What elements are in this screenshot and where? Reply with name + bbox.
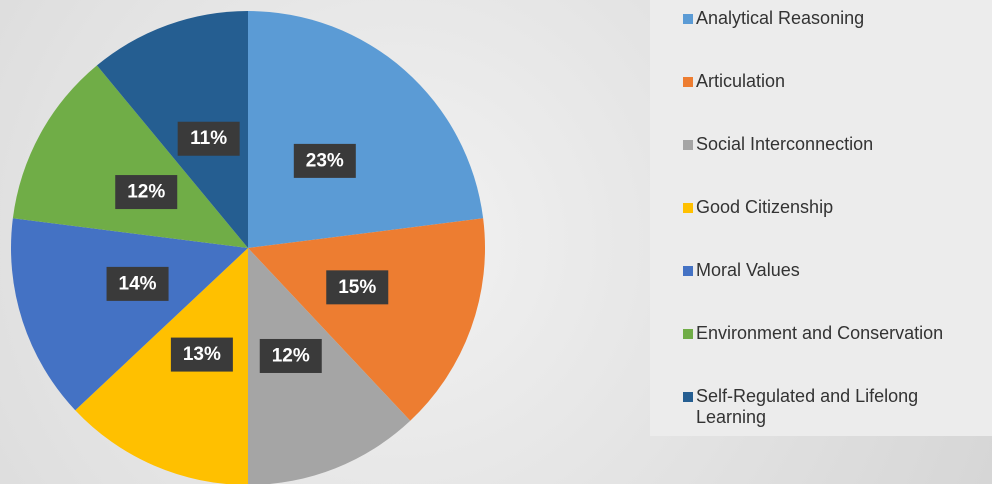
legend-label: Moral Values [696, 260, 800, 280]
data-label-box [177, 121, 240, 156]
pie-slice [248, 248, 411, 484]
legend-label: Analytical Reasoning [696, 8, 865, 28]
legend-swatch [683, 140, 693, 150]
legend-swatch [683, 77, 693, 87]
legend-item: Moral Values [683, 260, 983, 281]
legend-label: Self-Regulated and Lifelong Learning [696, 386, 919, 427]
data-label-box [326, 270, 389, 305]
legend-label: Social Interconnection [696, 134, 874, 154]
data-label-box [106, 266, 169, 301]
data-label: 12% [127, 182, 165, 203]
legend-swatch [683, 392, 693, 402]
legend-swatch [683, 329, 693, 339]
data-label-box [115, 175, 178, 210]
legend-swatch [683, 266, 693, 276]
data-label: 12% [272, 345, 310, 366]
legend-item: Good Citizenship [683, 197, 983, 218]
pie-slice [248, 11, 484, 248]
legend: Analytical Reasoning Articulation Social I… [650, 0, 992, 436]
legend-item: Analytical Reasoning [683, 8, 983, 29]
legend-item: Environment and Conservation [683, 323, 983, 344]
legend-item: Articulation [683, 71, 983, 92]
pie-slice [248, 218, 485, 421]
data-label-box [293, 143, 356, 178]
data-label: 13% [183, 344, 221, 365]
data-label-box [170, 337, 233, 372]
legend-label: Environment and Conservation [696, 323, 944, 343]
legend-swatch [683, 203, 693, 213]
data-label: 15% [338, 277, 376, 298]
data-label: 11% [190, 128, 227, 149]
data-label: 23% [306, 150, 344, 171]
legend-item: Social Interconnection [683, 134, 983, 155]
legend-item: Self-Regulated and Lifelong Learning [683, 386, 983, 428]
pie-slice [12, 65, 248, 248]
data-label-box [259, 338, 322, 373]
pie-slice [10, 218, 249, 411]
legend-swatch [683, 14, 693, 24]
data-label: 14% [119, 273, 157, 294]
legend-label: Good Citizenship [696, 197, 834, 217]
pie-slice [96, 11, 248, 248]
pie-slice [75, 248, 248, 484]
legend-label: Articulation [696, 71, 786, 91]
pie-area: 23% 15% 12% 13% 14% 12% 11% [10, 11, 485, 484]
